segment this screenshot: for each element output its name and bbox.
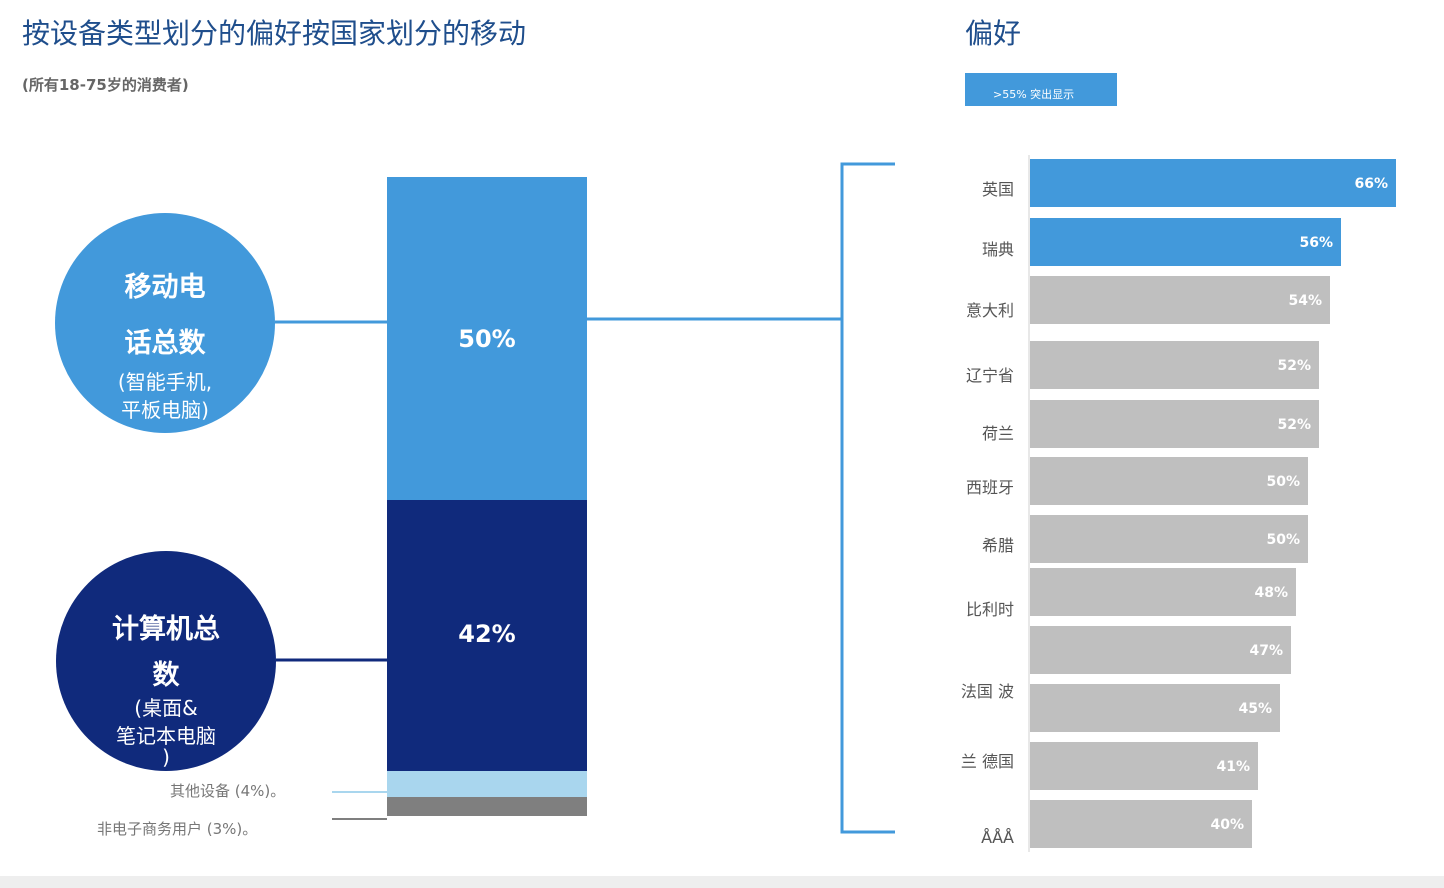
country-bar	[1030, 626, 1291, 674]
chart-title-right: 偏好	[965, 17, 1022, 50]
computer-circle-line4: 笔记本电脑	[116, 724, 216, 748]
country-value-label: 50%	[1266, 474, 1300, 490]
country-value-label: 54%	[1288, 293, 1322, 309]
country-bar	[1030, 684, 1280, 732]
country-bar	[1030, 515, 1308, 563]
computer-circle-line3: (桌面&	[134, 696, 198, 720]
computer-segment-label: 42%	[458, 620, 516, 648]
country-label: 希腊	[981, 536, 1014, 555]
country-label: 意大利	[965, 301, 1014, 320]
country-value-label: 52%	[1277, 417, 1311, 433]
country-label: 荷兰	[981, 424, 1014, 443]
country-bar	[1030, 159, 1396, 207]
country-value-label: 56%	[1299, 235, 1333, 251]
chart-title-left: 按设备类型划分的偏好按国家划分的移动	[22, 17, 527, 50]
mobile-total-circle: 移动电 话总数 (智能手机, 平板电脑)	[55, 213, 275, 433]
chart-subtitle: (所有18-75岁的消费者)	[22, 76, 189, 94]
country-label: 比利时	[965, 600, 1014, 619]
country-bar	[1030, 218, 1341, 266]
country-bar	[1030, 742, 1258, 790]
connector-lines	[275, 162, 895, 834]
country-label: 辽宁省	[965, 366, 1014, 385]
country-value-label: 45%	[1238, 701, 1272, 717]
computer-circle-line2: 数	[152, 660, 180, 691]
country-bar	[1030, 800, 1252, 848]
mobile-segment	[387, 177, 587, 500]
other-devices-segment	[387, 771, 587, 797]
country-label: ÅÅÅ	[981, 828, 1014, 847]
highlight-legend-badge: >55% 突出显示	[965, 73, 1117, 106]
country-value-label: 40%	[1210, 817, 1244, 833]
country-label: 法国 波	[960, 682, 1014, 701]
country-value-label: 47%	[1249, 643, 1283, 659]
footer-strip	[0, 876, 1444, 888]
country-bar	[1030, 400, 1319, 448]
stacked-bar	[387, 177, 587, 816]
computer-circle-line1: 计算机总	[112, 614, 220, 645]
non-ecommerce-segment	[387, 797, 587, 816]
country-value-label: 66%	[1354, 176, 1388, 192]
country-bar	[1030, 568, 1296, 616]
mobile-circle-line3: (智能手机,	[117, 370, 213, 394]
bracket	[840, 162, 895, 834]
country-label: 瑞典	[981, 240, 1014, 259]
country-value-label: 50%	[1266, 532, 1300, 548]
country-value-label: 52%	[1277, 358, 1311, 374]
mobile-segment-label: 50%	[458, 325, 516, 353]
country-label: 西班牙	[965, 478, 1014, 497]
computer-segment	[387, 500, 587, 771]
mobile-circle-line1: 移动电	[124, 272, 206, 303]
country-value-label: 48%	[1254, 585, 1288, 601]
non-ecommerce-note: 非电子商务用户 (3%)。	[97, 820, 258, 838]
country-label: 兰 德国	[960, 752, 1014, 771]
country-bar	[1030, 276, 1330, 324]
country-label: 英国	[981, 180, 1014, 199]
country-bar	[1030, 457, 1308, 505]
computer-total-circle: 计算机总 数 (桌面& 笔记本电脑 )	[56, 551, 276, 771]
mobile-circle-line4: 平板电脑)	[121, 398, 209, 422]
computer-circle-line5: )	[162, 745, 170, 769]
country-bars	[1028, 155, 1396, 852]
mobile-circle-line2: 话总数	[124, 328, 206, 359]
country-bar	[1030, 341, 1319, 389]
country-value-label: 41%	[1216, 759, 1250, 775]
other-devices-note: 其他设备 (4%)。	[170, 782, 286, 800]
